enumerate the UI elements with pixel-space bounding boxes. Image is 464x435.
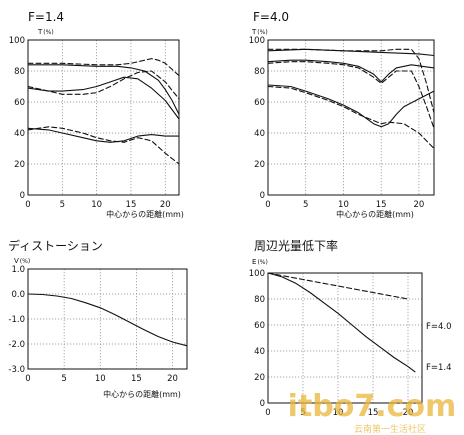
x-tick-label: 20 [160,200,171,210]
series-line-6 [267,85,435,150]
series-line-1 [27,293,188,347]
x-tick-label: 0 [25,374,30,384]
series-line-2 [267,272,416,373]
x-tick-label: 0 [25,200,30,210]
y-tick-label: 0 [20,191,25,201]
y-tick-label: 1.0 [11,265,25,275]
series-line-4 [27,70,180,100]
y-tick-label: 0 [260,191,265,201]
series-line-5 [27,127,180,143]
chart-title: F=1.4 [28,10,64,24]
x-tick-label: 20 [167,374,178,384]
chart-title: ディストーション [8,238,103,253]
y-axis-label: T(%) [37,28,54,36]
plot-frame [27,39,180,196]
series-line-3 [27,76,180,120]
y-tick-label: 60 [254,98,265,108]
y-tick-label: 100 [249,36,265,46]
x-tick-label: 0 [265,408,270,418]
y-tick-label: 40 [14,129,25,139]
y-tick-label: 20 [254,373,265,383]
series-line-6 [27,126,180,165]
x-tick-label: 5 [303,200,308,210]
y-axis-label: V(%) [14,257,30,265]
y-tick-label: 80 [254,295,265,305]
x-tick-label: 20 [413,200,424,210]
series-line-1 [27,64,180,115]
x-tick-label: 5 [300,408,305,418]
x-tick-label: 0 [265,200,270,210]
y-tick-label: -1.0 [8,315,25,325]
y-tick-label: 100 [9,36,25,46]
x-tick-label: 20 [403,408,414,418]
series-line-5 [267,84,435,128]
x-axis-label: 中心からの距離(mm) [103,389,181,399]
y-tick-label: 0 [260,399,265,409]
series-line-2 [267,48,435,114]
y-axis-label: T(%) [251,28,268,36]
y-tick-label: 40 [254,347,265,357]
y-tick-label: 60 [14,98,25,108]
y-axis-label: E(%) [252,258,268,266]
series-line-4 [267,61,435,129]
series-line-3 [267,59,435,83]
y-tick-label: 20 [14,160,25,170]
chart-panel-3: ディストーション V(%) -3.0 -2.0 -1.0 0.0 1.0 0 5 10 15 20 中心… [8,238,188,399]
y-tick-label: 40 [254,129,265,139]
chart-title: F=4.0 [253,10,289,24]
series-label: F=1.4 [426,363,452,373]
plot-frame [27,268,188,370]
x-tick-label: 5 [61,374,66,384]
plot-frame [267,272,423,404]
series-line-2 [27,58,180,77]
series-label: F=4.0 [426,322,452,332]
x-tick-label: 5 [60,200,65,210]
y-tick-label: 20 [254,160,265,170]
x-tick-label: 10 [333,408,344,418]
chart-panel-4: 周辺光量低下率 E(%) 0 20 40 60 80 100 0 5 10 15 20 F=4.0 F=1.… [249,238,452,418]
watermark-subtitle-text: 云南第一生活社区 [354,423,426,435]
series-line-1 [267,48,435,57]
x-tick-label: 10 [338,200,349,210]
watermark-logo-text: itbo7.com [288,389,457,424]
x-tick-label: 15 [368,408,379,418]
y-tick-label: 80 [254,67,265,77]
y-tick-label: 60 [254,321,265,331]
series-line-1 [267,272,409,300]
x-tick-label: 10 [91,200,102,210]
x-tick-label: 10 [95,374,106,384]
y-tick-label: 0.0 [11,290,25,300]
chart-title: 周辺光量低下率 [254,238,338,253]
x-tick-label: 15 [126,200,137,210]
y-tick-label: -3.0 [8,365,25,375]
y-tick-label: 100 [249,269,265,279]
x-tick-label: 15 [376,200,387,210]
watermark: itbo7.com 云南第一生活社区 [288,389,457,435]
plot-frame [267,39,435,196]
y-tick-label: 80 [14,67,25,77]
x-axis-label: 中心からの距離(mm) [336,209,414,219]
x-axis-label: 中心からの距離(mm) [106,209,184,219]
y-tick-label: -2.0 [8,340,25,350]
x-tick-label: 15 [131,374,142,384]
